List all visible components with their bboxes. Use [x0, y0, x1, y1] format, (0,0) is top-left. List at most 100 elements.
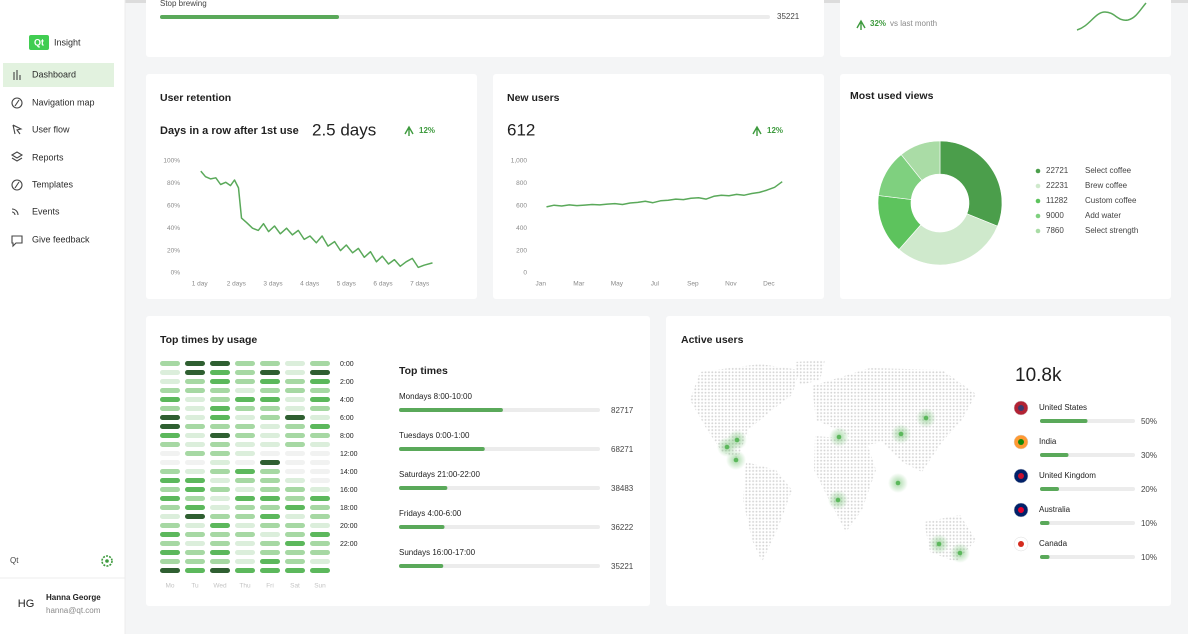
- x-tick-label: Nov: [725, 281, 737, 288]
- nav-icon: [11, 179, 23, 191]
- continent: [795, 360, 825, 385]
- nav-item[interactable]: Reports: [32, 152, 64, 162]
- heat-cell: [210, 505, 230, 510]
- heat-cell: [210, 415, 230, 420]
- heat-cell: [185, 397, 205, 402]
- heat-cell: [185, 487, 205, 492]
- time-value: 68271: [611, 445, 634, 454]
- heat-cell: [160, 505, 180, 510]
- flag-detail: [1018, 439, 1024, 445]
- hour-label: 14:00: [340, 469, 358, 476]
- heat-cell: [285, 415, 305, 420]
- nav-item[interactable]: Give feedback: [32, 234, 90, 244]
- heat-cell: [185, 514, 205, 519]
- heat-cell: [160, 568, 180, 573]
- x-tick-label: 4 days: [300, 281, 320, 288]
- x-tick-label: Sep: [687, 281, 699, 288]
- heat-cell: [160, 406, 180, 411]
- hour-label: 18:00: [340, 505, 358, 512]
- y-tick-label: 1,000: [511, 158, 528, 165]
- heat-cell: [185, 370, 205, 375]
- nav-item[interactable]: Navigation map: [32, 97, 95, 107]
- heat-cell: [285, 496, 305, 501]
- heat-cell: [210, 550, 230, 555]
- heat-cell: [260, 568, 280, 573]
- heat-cell: [160, 478, 180, 483]
- heat-cell: [210, 379, 230, 384]
- heat-cell: [185, 379, 205, 384]
- nav-icon: [10, 151, 24, 162]
- heat-cell: [260, 451, 280, 456]
- heat-cell: [260, 397, 280, 402]
- legend-dot: [1035, 183, 1041, 189]
- bar-track: [399, 525, 600, 529]
- hotspot: [895, 480, 901, 486]
- heat-cell: [185, 433, 205, 438]
- settings-icon[interactable]: [101, 555, 113, 567]
- heat-cell: [210, 478, 230, 483]
- heat-cell: [185, 523, 205, 528]
- time-value: 82717: [611, 406, 634, 415]
- heat-cell: [310, 523, 330, 528]
- y-tick-label: 0: [523, 270, 527, 277]
- heat-cell: [235, 361, 255, 366]
- heat-cell: [160, 523, 180, 528]
- nav-icon: [11, 208, 19, 216]
- heat-cell: [310, 541, 330, 546]
- heat-cell: [185, 550, 205, 555]
- heat-cell: [235, 397, 255, 402]
- bar: [1040, 453, 1069, 457]
- hotspot: [835, 497, 841, 503]
- heat-cell: [260, 406, 280, 411]
- heat-cell: [260, 424, 280, 429]
- stop-brewing-value: 35221: [777, 12, 800, 21]
- day-label: Wed: [213, 583, 227, 590]
- heat-cell: [160, 433, 180, 438]
- country-label: Australia: [1039, 505, 1071, 514]
- bar-track: [1040, 487, 1135, 491]
- heat-cell: [185, 568, 205, 573]
- heat-cell: [310, 415, 330, 420]
- bar: [1040, 419, 1088, 423]
- nav-item[interactable]: Templates: [32, 179, 74, 189]
- list-title: Top times: [399, 365, 448, 377]
- sidebar: [0, 0, 125, 634]
- y-tick-label: 100%: [163, 158, 180, 165]
- day-label: Thu: [239, 583, 251, 590]
- x-tick-label: Jul: [651, 281, 660, 288]
- heat-cell: [235, 559, 255, 564]
- heat-cell: [260, 379, 280, 384]
- user-initials: HG: [18, 598, 35, 610]
- heat-cell: [210, 496, 230, 501]
- nav-item[interactable]: User flow: [32, 124, 70, 134]
- nav-item[interactable]: Events: [32, 206, 60, 216]
- country-label: Canada: [1039, 539, 1068, 548]
- time-label: Mondays 8:00-10:00: [399, 392, 472, 401]
- heat-cell: [160, 451, 180, 456]
- up-arrow: [752, 125, 762, 136]
- heat-cell: [285, 478, 305, 483]
- heat-cell: [235, 505, 255, 510]
- heat-cell: [285, 487, 305, 492]
- heat-cell: [160, 415, 180, 420]
- donut-segment: [939, 140, 1003, 227]
- y-tick-label: 20%: [167, 247, 180, 254]
- day-label: Mo: [165, 583, 174, 590]
- heat-cell: [285, 379, 305, 384]
- continent: [812, 368, 976, 472]
- heat-cell: [160, 550, 180, 555]
- heat-cell: [260, 505, 280, 510]
- legend-dot: [1035, 168, 1041, 174]
- heat-cell: [235, 415, 255, 420]
- up-arrow: [856, 19, 866, 30]
- kpi-change: 12%: [767, 126, 783, 135]
- line: [546, 181, 783, 208]
- heat-cell: [310, 496, 330, 501]
- y-tick-label: 800: [516, 180, 527, 187]
- x-tick-label: 2 days: [227, 281, 247, 288]
- day-label: Sat: [290, 583, 300, 590]
- heat-cell: [160, 460, 180, 465]
- card-title: Top times by usage: [160, 334, 257, 346]
- nav-item[interactable]: Dashboard: [32, 69, 76, 79]
